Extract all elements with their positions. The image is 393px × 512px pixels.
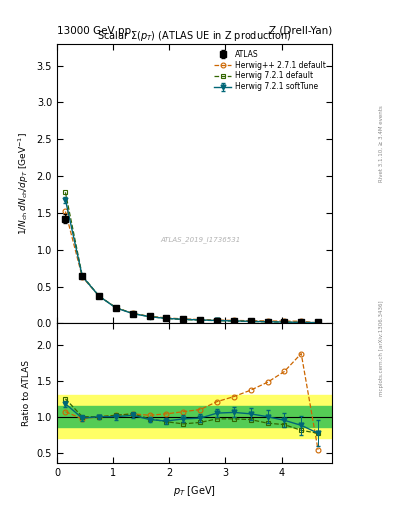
Herwig 7.2.1 default (299, 319, 303, 326)
Y-axis label: $1/N_\mathrm{ch}\,dN_\mathrm{ch}/dp_T$ [GeV$^{-1}$]: $1/N_\mathrm{ch}\,dN_\mathrm{ch}/dp_T$ [… (17, 132, 31, 235)
Herwig 7.2.1 default (181, 316, 185, 323)
Herwig 7.2.1 default (265, 319, 270, 325)
Title: Scalar $\Sigma(p_T)$ (ATLAS UE in Z production): Scalar $\Sigma(p_T)$ (ATLAS UE in Z prod… (97, 29, 292, 44)
Text: ATLAS_2019_I1736531: ATLAS_2019_I1736531 (160, 236, 240, 243)
Y-axis label: Ratio to ATLAS: Ratio to ATLAS (22, 360, 31, 426)
Herwig 7.2.1 default (215, 317, 219, 324)
Herwig++ 2.7.1 default (164, 315, 169, 321)
Herwig++ 2.7.1 default (181, 316, 185, 322)
Herwig++ 2.7.1 default (130, 310, 135, 316)
Text: mcplots.cern.ch [arXiv:1306.3436]: mcplots.cern.ch [arXiv:1306.3436] (379, 301, 384, 396)
Text: Z (Drell-Yan): Z (Drell-Yan) (269, 26, 332, 36)
Line: Herwig 7.2.1 default: Herwig 7.2.1 default (63, 190, 320, 325)
Herwig++ 2.7.1 default (114, 305, 118, 311)
Herwig++ 2.7.1 default (282, 318, 287, 324)
Herwig++ 2.7.1 default (97, 293, 101, 299)
Herwig 7.2.1 default (316, 319, 320, 326)
Line: Herwig++ 2.7.1 default: Herwig++ 2.7.1 default (63, 209, 320, 325)
Herwig 7.2.1 default (147, 313, 152, 319)
X-axis label: $p_T$ [GeV]: $p_T$ [GeV] (173, 484, 216, 498)
Herwig++ 2.7.1 default (248, 317, 253, 324)
Herwig 7.2.1 default (80, 272, 84, 279)
Herwig++ 2.7.1 default (80, 274, 84, 280)
Herwig++ 2.7.1 default (215, 317, 219, 323)
Herwig++ 2.7.1 default (147, 313, 152, 319)
Herwig++ 2.7.1 default (231, 317, 236, 324)
Herwig 7.2.1 default (63, 189, 68, 196)
Herwig++ 2.7.1 default (299, 318, 303, 324)
Herwig 7.2.1 default (231, 318, 236, 324)
Text: 13000 GeV pp: 13000 GeV pp (57, 26, 131, 36)
Herwig 7.2.1 default (248, 318, 253, 325)
Legend: ATLAS, Herwig++ 2.7.1 default, Herwig 7.2.1 default, Herwig 7.2.1 softTune: ATLAS, Herwig++ 2.7.1 default, Herwig 7.… (212, 47, 328, 94)
Herwig++ 2.7.1 default (316, 320, 320, 326)
Herwig++ 2.7.1 default (265, 318, 270, 324)
Herwig++ 2.7.1 default (198, 316, 202, 323)
Herwig 7.2.1 default (164, 315, 169, 322)
Bar (57, 395, 332, 438)
Herwig 7.2.1 default (97, 293, 101, 299)
Herwig 7.2.1 default (114, 305, 118, 311)
Herwig++ 2.7.1 default (63, 208, 68, 215)
Text: Rivet 3.1.10, ≥ 3.4M events: Rivet 3.1.10, ≥ 3.4M events (379, 105, 384, 182)
Herwig 7.2.1 default (130, 310, 135, 316)
Herwig 7.2.1 default (282, 319, 287, 325)
Herwig 7.2.1 default (198, 317, 202, 323)
Bar (57, 406, 332, 428)
